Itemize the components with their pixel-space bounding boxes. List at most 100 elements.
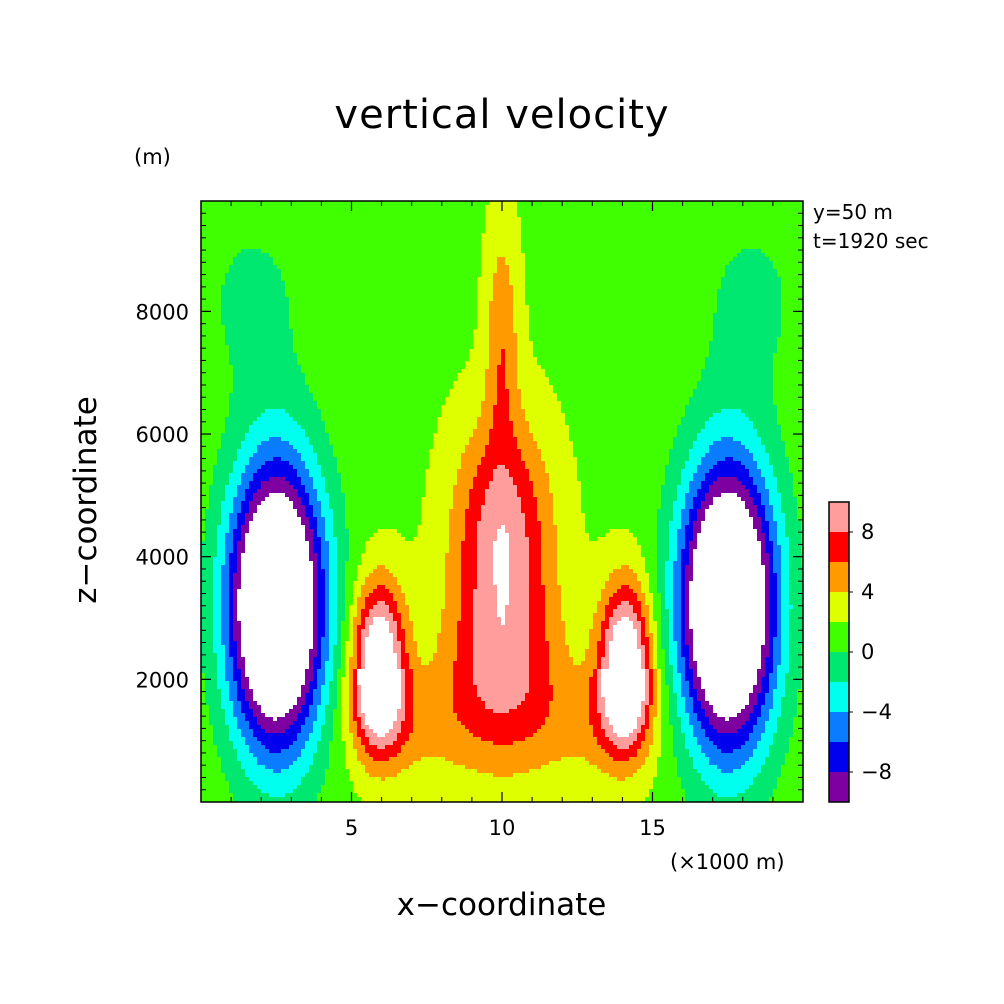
field-cell [537,321,542,326]
field-cell [381,201,386,206]
field-cell [725,301,730,306]
field-cell [665,285,670,290]
field-cell [333,225,338,230]
field-cell [641,261,646,266]
field-cell [353,209,358,214]
field-cell [265,221,270,226]
field-cell [729,293,734,298]
field-cell [289,297,294,302]
field-cell [509,289,514,294]
field-cell [781,205,786,210]
field-cell [281,253,286,258]
field-cell [369,205,374,210]
field-cell [629,261,634,266]
field-cell [449,225,454,230]
field-cell [549,325,554,330]
field-cell [573,329,578,334]
field-cell [285,241,290,246]
field-cell [601,221,606,226]
field-cell [481,225,486,230]
field-cell [237,297,242,302]
field-cell [477,273,482,278]
field-cell [453,257,458,262]
field-cell [217,217,222,222]
field-cell [661,301,666,306]
field-cell [293,237,298,242]
field-cell [649,205,654,210]
field-cell [289,293,294,298]
field-cell [749,285,754,290]
field-cell [781,297,786,302]
field-cell [385,277,390,282]
field-cell [589,261,594,266]
field-cell [497,325,502,330]
field-cell [457,257,462,262]
field-cell [413,321,418,326]
field-cell [329,237,334,242]
field-cell [669,325,674,330]
field-cell [713,201,718,206]
field-cell [345,277,350,282]
field-cell [801,293,803,298]
field-cell [689,325,694,330]
field-cell [437,293,442,298]
field-cell [773,265,778,270]
field-cell [773,237,778,242]
field-cell [785,305,790,310]
field-cell [257,273,262,278]
field-cell [389,237,394,242]
field-cell [253,205,258,210]
field-cell [265,289,270,294]
field-cell [413,225,418,230]
field-cell [513,261,518,266]
field-cell [217,221,222,226]
field-cell [729,217,734,222]
field-cell [685,253,690,258]
field-cell [321,277,326,282]
field-cell [757,321,762,326]
field-cell [573,201,578,206]
field-cell [229,225,234,230]
field-cell [293,273,298,278]
field-cell [617,325,622,330]
field-cell [261,281,266,286]
field-cell [501,249,506,254]
field-cell [357,321,362,326]
field-cell [777,297,782,302]
field-cell [489,321,494,326]
field-cell [693,229,698,234]
field-cell [797,317,802,322]
field-cell [309,241,314,246]
field-cell [777,249,782,254]
field-cell [281,221,286,226]
field-cell [349,301,354,306]
field-cell [421,309,426,314]
field-cell [237,309,242,314]
field-cell [521,245,526,250]
field-cell [421,229,426,234]
field-cell [249,317,254,322]
field-cell [317,229,322,234]
field-cell [781,233,786,238]
field-cell [625,237,630,242]
field-cell [633,261,638,266]
field-cell [705,269,710,274]
field-cell [681,329,686,334]
field-cell [397,293,402,298]
field-cell [429,229,434,234]
field-cell [577,329,582,334]
field-cell [337,257,342,262]
field-cell [705,289,710,294]
field-cell [289,257,294,262]
field-cell [517,237,522,242]
field-cell [225,309,230,314]
field-cell [621,293,626,298]
field-cell [493,213,498,218]
field-cell [601,329,606,334]
field-cell [425,269,430,274]
field-cell [789,317,794,322]
field-cell [673,205,678,210]
field-cell [417,261,422,266]
field-cell [581,201,586,206]
field-cell [541,269,546,274]
